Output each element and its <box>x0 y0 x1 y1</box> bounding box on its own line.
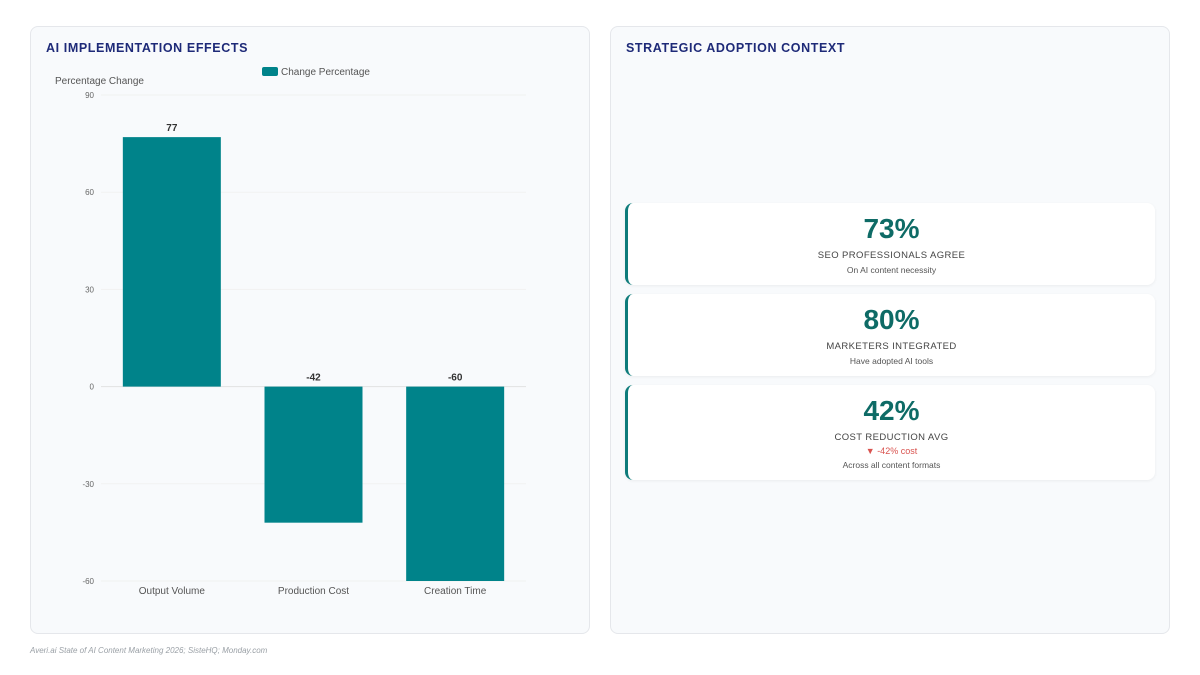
y-tick-label: 60 <box>85 188 94 197</box>
y-tick-label: 90 <box>85 91 94 100</box>
stat-card-cost: 42% COST REDUCTION AVG ▼ -42% cost Acros… <box>625 385 1155 480</box>
stat-label: SEO PROFESSIONALS AGREE <box>817 250 966 261</box>
stat-note: Across all content formats <box>842 460 941 470</box>
bar <box>264 386 363 523</box>
y-axis-title: Percentage Change <box>55 76 144 87</box>
data-label: 77 <box>166 123 178 134</box>
effects-panel: AI IMPLEMENTATION EFFECTS Percentage Cha… <box>30 26 590 634</box>
y-tick-label: -60 <box>82 577 94 586</box>
stat-value: 80% <box>863 304 920 335</box>
source-note: Averi.ai State of AI Content Marketing 2… <box>30 646 268 655</box>
y-tick-label: 0 <box>90 383 95 392</box>
effects-panel-title: AI IMPLEMENTATION EFFECTS <box>46 41 249 55</box>
data-label: -42 <box>306 373 321 384</box>
bar <box>406 386 505 581</box>
stat-cards: 73% SEO PROFESSIONALS AGREE On AI conten… <box>625 203 1155 489</box>
stat-card-marketers: 80% MARKETERS INTEGRATED Have adopted AI… <box>625 294 1155 376</box>
stat-card-seo: 73% SEO PROFESSIONALS AGREE On AI conten… <box>625 203 1155 285</box>
bar <box>122 137 221 387</box>
x-tick-label: Output Volume <box>139 586 206 597</box>
stat-label: COST REDUCTION AVG <box>834 432 949 443</box>
adoption-panel: STRATEGIC ADOPTION CONTEXT 73% SEO PROFE… <box>610 26 1170 634</box>
stat-note: Have adopted AI tools <box>849 356 934 366</box>
x-tick-label: Production Cost <box>278 586 349 597</box>
data-label: -60 <box>448 373 463 384</box>
stat-label: MARKETERS INTEGRATED <box>826 341 957 352</box>
stat-value: 73% <box>863 213 920 244</box>
adoption-panel-title: STRATEGIC ADOPTION CONTEXT <box>626 41 846 55</box>
effects-bar-chart: Percentage Change Change Percentage 90 60 30… <box>55 67 526 597</box>
y-tick-label: 30 <box>85 285 94 294</box>
legend-label: Change Percentage <box>281 67 370 78</box>
stat-note: On AI content necessity <box>846 265 937 275</box>
y-tick-label: -30 <box>82 480 94 489</box>
x-tick-label: Creation Time <box>424 586 487 597</box>
stat-value: 42% <box>863 395 920 426</box>
stat-delta: ▼ -42% cost <box>865 446 918 456</box>
legend-swatch <box>262 67 278 76</box>
